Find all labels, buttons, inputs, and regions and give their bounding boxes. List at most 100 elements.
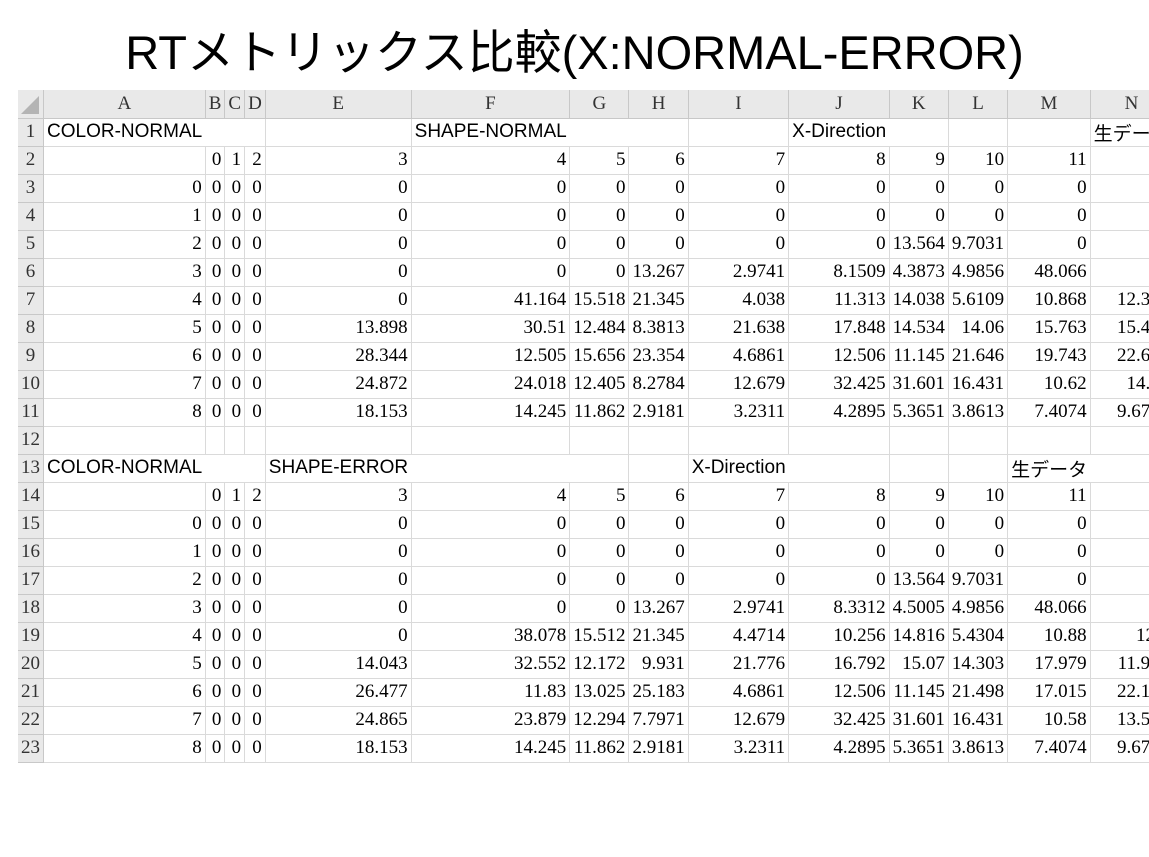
cell[interactable] — [889, 426, 949, 455]
cell[interactable] — [889, 118, 949, 147]
data-cell[interactable]: 9.7031 — [948, 230, 1009, 259]
column-header-e[interactable]: E — [265, 90, 412, 119]
data-cell[interactable]: 0 — [569, 202, 630, 231]
data-cell[interactable]: 17.979 — [1007, 650, 1091, 679]
data-cell[interactable]: 8.3813 — [628, 314, 689, 343]
cell[interactable] — [1090, 426, 1149, 455]
cell[interactable] — [569, 454, 630, 483]
data-cell[interactable]: 16.431 — [948, 370, 1009, 399]
column-header-j[interactable]: J — [788, 90, 890, 119]
data-cell[interactable]: 25.183 — [628, 678, 689, 707]
data-cell[interactable]: 2 — [43, 230, 206, 259]
data-cell[interactable]: 13.267 — [628, 258, 689, 287]
cell[interactable] — [628, 426, 689, 455]
data-cell[interactable]: 0 — [788, 538, 890, 567]
data-cell[interactable]: 0 — [265, 566, 412, 595]
data-cell[interactable]: 4 — [43, 286, 206, 315]
column-header-g[interactable]: G — [569, 90, 630, 119]
data-cell[interactable]: 16.792 — [788, 650, 890, 679]
header-cell[interactable]: 5 — [569, 146, 630, 175]
data-cell[interactable]: 0 — [205, 734, 226, 763]
cell[interactable] — [1090, 454, 1149, 483]
cell[interactable] — [948, 426, 1009, 455]
data-cell[interactable]: 0 — [224, 398, 246, 427]
data-cell[interactable]: 0 — [265, 286, 412, 315]
data-cell[interactable]: 0 — [688, 566, 790, 595]
header-cell[interactable]: 8 — [788, 482, 890, 511]
data-cell[interactable]: 0 — [205, 398, 226, 427]
data-cell[interactable]: 7 — [43, 370, 206, 399]
header-cell[interactable]: 3 — [265, 482, 412, 511]
data-cell[interactable]: 12.679 — [688, 370, 790, 399]
data-cell[interactable]: 0 — [948, 538, 1009, 567]
data-cell[interactable]: 0 — [411, 566, 571, 595]
cell[interactable] — [788, 426, 890, 455]
data-cell[interactable]: 0 — [948, 174, 1009, 203]
header-cell[interactable] — [43, 146, 206, 175]
data-cell[interactable]: 0 — [224, 258, 246, 287]
data-cell[interactable]: 4 — [43, 622, 206, 651]
row-header[interactable]: 10 — [18, 370, 44, 399]
data-cell[interactable]: 0 — [628, 538, 689, 567]
data-cell[interactable]: 0 — [411, 594, 571, 623]
data-cell[interactable]: 11.145 — [889, 678, 949, 707]
header-cell[interactable]: 5 — [569, 482, 630, 511]
header-cell[interactable]: 10 — [948, 482, 1009, 511]
data-cell[interactable]: 0 — [569, 230, 630, 259]
data-cell[interactable]: 0 — [788, 566, 890, 595]
cell[interactable] — [265, 426, 412, 455]
data-cell[interactable]: 5.4304 — [948, 622, 1009, 651]
data-cell[interactable]: 14.534 — [889, 314, 949, 343]
data-cell[interactable]: 4.3873 — [889, 258, 949, 287]
data-cell[interactable]: 11.83 — [411, 678, 571, 707]
data-cell[interactable]: 0 — [569, 538, 630, 567]
data-cell[interactable]: 0 — [265, 174, 412, 203]
data-cell[interactable]: 0 — [1090, 258, 1149, 287]
data-cell[interactable]: 0 — [244, 314, 266, 343]
data-cell[interactable]: 23.879 — [411, 706, 571, 735]
data-cell[interactable]: 12.506 — [788, 678, 890, 707]
column-header-c[interactable]: C — [224, 90, 246, 119]
data-cell[interactable]: 0 — [244, 370, 266, 399]
row-header[interactable]: 16 — [18, 538, 44, 567]
data-cell[interactable]: 2 — [43, 566, 206, 595]
row-header[interactable]: 1 — [18, 118, 44, 147]
data-cell[interactable]: 15.763 — [1007, 314, 1091, 343]
data-cell[interactable]: 17.015 — [1007, 678, 1091, 707]
header-cell[interactable]: 0 — [205, 146, 226, 175]
data-cell[interactable]: 11.862 — [569, 398, 630, 427]
data-cell[interactable]: 4.5005 — [889, 594, 949, 623]
data-cell[interactable]: 0 — [948, 202, 1009, 231]
data-cell[interactable]: 0 — [205, 258, 226, 287]
data-cell[interactable]: 0 — [688, 202, 790, 231]
data-cell[interactable]: 8.1509 — [788, 258, 890, 287]
data-cell[interactable]: 23.354 — [628, 342, 689, 371]
header-cell[interactable]: 1 — [224, 146, 246, 175]
data-cell[interactable]: 2.9181 — [628, 734, 689, 763]
row-header[interactable]: 13 — [18, 454, 44, 483]
cell[interactable] — [948, 454, 1009, 483]
data-cell[interactable]: 0 — [244, 538, 266, 567]
data-cell[interactable]: 6 — [43, 342, 206, 371]
data-cell[interactable]: 0 — [1007, 202, 1091, 231]
data-cell[interactable]: 0 — [224, 286, 246, 315]
data-cell[interactable]: 12.377 — [1090, 286, 1149, 315]
row-header[interactable]: 6 — [18, 258, 44, 287]
header-cell[interactable]: 6 — [628, 482, 689, 511]
data-cell[interactable]: 9.6742 — [1090, 734, 1149, 763]
data-cell[interactable]: 0 — [224, 622, 246, 651]
cell[interactable] — [628, 118, 689, 147]
data-cell[interactable]: 10.58 — [1007, 706, 1091, 735]
header-cell[interactable]: 1 — [224, 482, 246, 511]
data-cell[interactable]: 0 — [1007, 230, 1091, 259]
data-cell[interactable]: 41.164 — [411, 286, 571, 315]
data-cell[interactable]: 0 — [244, 706, 266, 735]
data-cell[interactable]: 22.177 — [1090, 678, 1149, 707]
data-cell[interactable]: 24.872 — [265, 370, 412, 399]
data-cell[interactable]: 5.3651 — [889, 734, 949, 763]
cell[interactable] — [628, 454, 689, 483]
data-cell[interactable]: 0 — [265, 258, 412, 287]
data-cell[interactable]: 0 — [628, 174, 689, 203]
data-cell[interactable]: 15.518 — [569, 286, 630, 315]
data-cell[interactable]: 11.313 — [788, 286, 890, 315]
